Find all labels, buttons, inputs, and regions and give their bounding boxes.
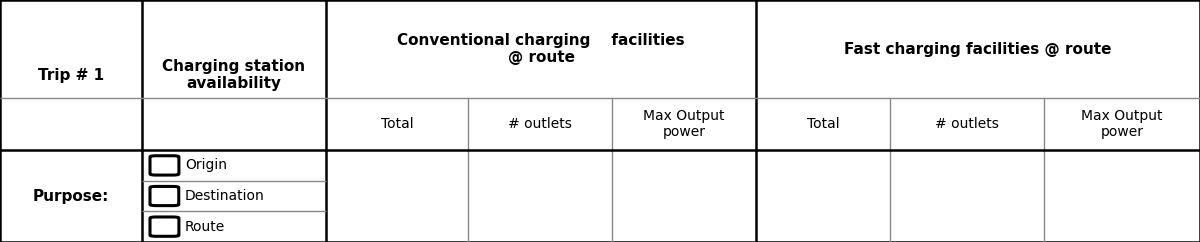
FancyBboxPatch shape [150,217,179,236]
Text: # outlets: # outlets [508,117,572,131]
Text: Trip # 1: Trip # 1 [37,68,104,83]
Text: Fast charging facilities @ route: Fast charging facilities @ route [845,42,1111,56]
Text: Route: Route [185,220,226,234]
Text: Max Output
power: Max Output power [643,109,725,139]
Text: Origin: Origin [185,159,227,172]
Text: Purpose:: Purpose: [32,189,109,204]
Text: # outlets: # outlets [935,117,1000,131]
Text: Destination: Destination [185,189,264,203]
Text: Total: Total [380,117,414,131]
Text: Max Output
power: Max Output power [1081,109,1163,139]
FancyBboxPatch shape [150,156,179,175]
Text: Conventional charging    facilities
@ route: Conventional charging facilities @ route [397,33,685,65]
Text: Total: Total [806,117,840,131]
Text: Charging station
availability: Charging station availability [162,59,306,91]
FancyBboxPatch shape [150,186,179,206]
